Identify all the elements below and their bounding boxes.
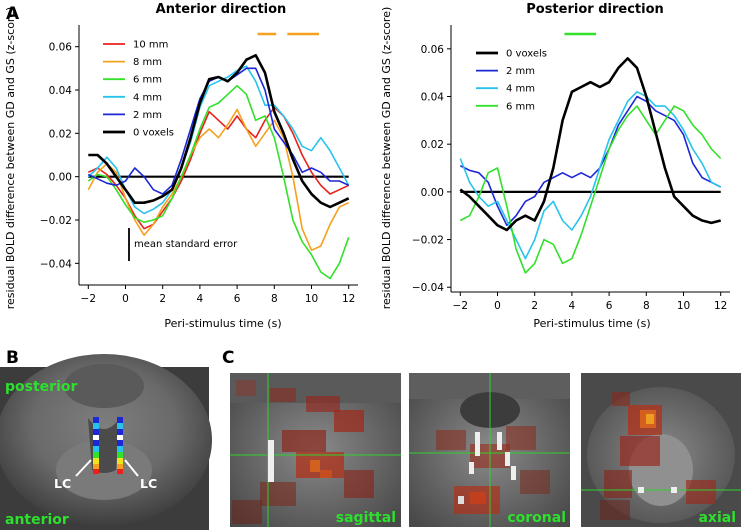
x-tick-label: 8 (643, 300, 650, 312)
view-label-axial: axial (698, 510, 736, 526)
x-axis-label: Peri-stimulus time (s) (164, 317, 281, 330)
lc-marker-right (117, 417, 123, 474)
x-tick-label: 0 (494, 300, 501, 312)
x-tick-label: 0 (122, 293, 129, 305)
legend-label: 0 voxels (506, 49, 547, 60)
legend-label: 6 mm (506, 101, 535, 112)
panel-c-coronal: coronal (409, 373, 570, 527)
legend-label: 10 mm (133, 40, 168, 51)
lc-pointer-left (75, 459, 92, 477)
panel-c-sagittal: sagittal (230, 373, 401, 527)
legend-label: 0 voxels (133, 128, 174, 139)
y-tick-label: 0.00 (49, 172, 72, 184)
series-line-6-mm (459, 105, 722, 274)
series-line-0-voxels (459, 57, 722, 232)
x-axis-label: Peri-stimulus time (s) (533, 317, 650, 330)
y-tick-label: −0.04 (412, 282, 444, 294)
chart-posterior: Posterior direction −0.04 −0.02 0.00 0.02 0.… (380, 2, 730, 330)
y-axis-label: residual BOLD difference between GD and … (4, 7, 17, 310)
posterior-label: posterior (5, 379, 77, 395)
legend-label: 4 mm (506, 84, 535, 95)
panel-c-axial: axial (581, 373, 741, 527)
legend-label: 6 mm (133, 75, 162, 86)
lc-label-right: LC (140, 476, 157, 491)
series-line-4-mm (87, 65, 350, 215)
view-label-sagittal: sagittal (336, 510, 396, 526)
y-tick-label: −0.02 (40, 215, 72, 227)
legend-label: 2 mm (133, 110, 162, 121)
chart-title: Posterior direction (526, 2, 664, 17)
panel-b-image: LC LC posterior anterior (0, 354, 212, 530)
x-tick-label: 4 (569, 300, 576, 312)
x-tick-label: 10 (677, 300, 690, 312)
series-line-8-mm (87, 108, 350, 252)
x-tick-label: 6 (234, 293, 241, 305)
x-tick-label: 10 (305, 293, 318, 305)
y-tick-label: −0.02 (412, 235, 444, 247)
panel-label-a: A (6, 4, 20, 24)
x-tick-label: −2 (81, 293, 96, 305)
y-tick-label: 0.04 (421, 92, 445, 104)
lc-marker-left (93, 417, 99, 474)
y-tick-label: −0.04 (40, 258, 72, 270)
series-line-10-mm (87, 106, 350, 230)
y-tick-label: 0.06 (49, 42, 73, 54)
y-tick-label: 0.00 (421, 187, 444, 199)
legend-label: 2 mm (506, 66, 535, 77)
x-tick-label: −2 (453, 300, 468, 312)
x-tick-label: 2 (159, 293, 166, 305)
chart-anterior: Anterior direction −0.04 −0.02 0.00 0.02 0.0… (4, 2, 358, 330)
y-tick-label: 0.04 (49, 85, 73, 97)
view-label-coronal: coronal (507, 510, 566, 526)
series-line-2-mm (459, 95, 722, 227)
y-tick-label: 0.06 (421, 44, 445, 56)
y-tick-label: 0.02 (49, 128, 72, 140)
series-line-0-voxels (88, 53, 350, 209)
anterior-label: anterior (5, 512, 69, 528)
series-line-2-mm (87, 67, 350, 195)
x-tick-label: 8 (271, 293, 278, 305)
x-tick-label: 12 (714, 300, 727, 312)
series-line-6-mm (87, 84, 350, 280)
chart-title: Anterior direction (156, 2, 287, 17)
legend-label: 4 mm (133, 92, 162, 103)
y-tick-label: 0.02 (421, 139, 444, 151)
lc-pointer-right (124, 459, 139, 477)
brainstem-texture (64, 364, 144, 408)
y-axis-label: residual BOLD difference between GD and … (380, 7, 393, 310)
x-tick-label: 6 (606, 300, 613, 312)
x-tick-label: 4 (197, 293, 204, 305)
error-bar-label: mean standard error (134, 239, 238, 250)
lc-label-left: LC (54, 476, 71, 491)
legend-label: 8 mm (133, 57, 162, 68)
series-line-4-mm (459, 91, 722, 260)
panel-label-c: C (222, 348, 234, 368)
x-tick-label: 12 (342, 293, 355, 305)
x-tick-label: 2 (531, 300, 538, 312)
panel-label-b: B (6, 348, 19, 368)
